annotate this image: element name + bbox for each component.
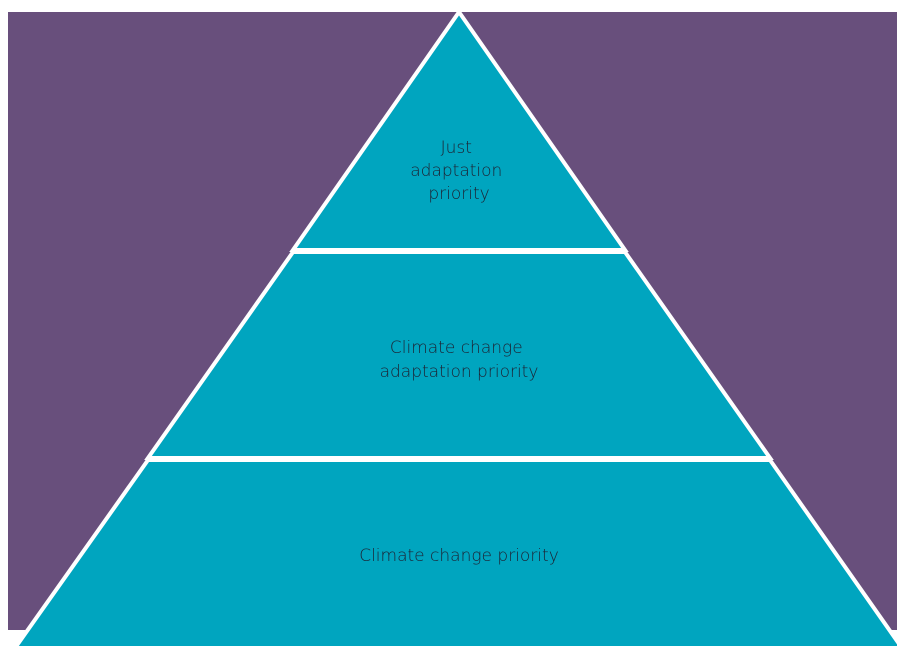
tier-label: Climate change adaptation priority xyxy=(380,338,539,382)
tier-label-line: Just xyxy=(441,138,472,158)
tier-label: Climate change priority xyxy=(359,546,559,566)
tier-label: Just adaptation priority xyxy=(410,138,507,204)
tier-label-line: priority xyxy=(428,184,489,204)
pyramid-tier-bottom xyxy=(12,458,897,648)
tier-label-line: Climate change xyxy=(390,338,523,358)
tier-label-line: adaptation xyxy=(410,161,502,181)
tier-label-line: Climate change priority xyxy=(359,546,559,566)
tier-label-line: adaptation priority xyxy=(380,362,539,382)
